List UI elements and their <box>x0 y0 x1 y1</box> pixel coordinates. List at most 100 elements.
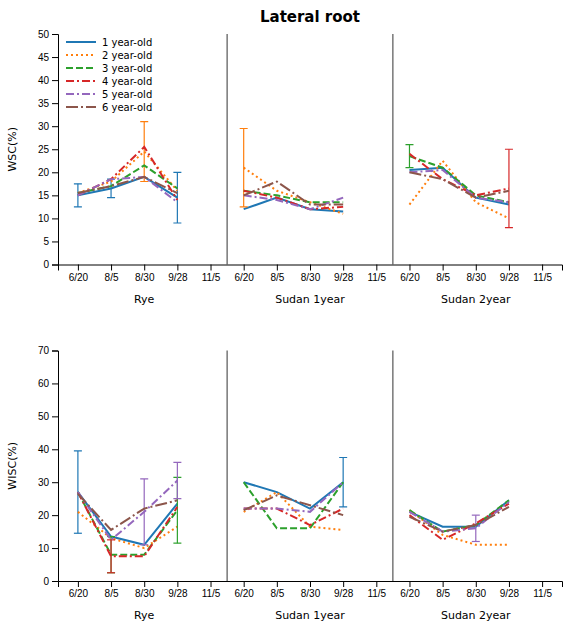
y-axis-title: WISC(%) <box>6 442 19 490</box>
y-tick-label: 30 <box>38 121 50 132</box>
error-bar-cap <box>140 478 148 479</box>
error-bar-cap <box>173 462 181 463</box>
y-tick-label: 10 <box>38 543 50 554</box>
error-bar <box>107 537 115 573</box>
error-bar-cap <box>173 498 181 499</box>
legend-swatch <box>66 67 96 69</box>
y-tick: 20 <box>38 510 58 521</box>
x-tick-mark <box>476 581 477 587</box>
y-tick-mark <box>52 482 58 483</box>
legend-item: 1 year-old <box>66 37 152 48</box>
y-tick-mark <box>52 383 58 384</box>
x-tick-label: 8/5 <box>436 588 450 599</box>
error-bar-cap <box>140 544 148 545</box>
x-tick-label: 8/5 <box>270 588 284 599</box>
error-bar <box>74 451 82 533</box>
y-tick-label: 5 <box>43 236 49 247</box>
x-tick-mark <box>277 265 278 271</box>
x-tick-label: 6/20 <box>69 272 89 283</box>
x-tick-mark <box>542 265 543 271</box>
y-tick: 30 <box>38 121 58 132</box>
error-bar-cap <box>472 541 480 542</box>
y-axis: 010203040506070 <box>38 345 59 587</box>
series-line <box>78 147 509 209</box>
x-tick-mark <box>409 265 410 271</box>
x-tick: 6/20 <box>234 265 254 283</box>
legend-swatch <box>66 54 96 56</box>
error-bar <box>107 179 115 197</box>
x-tick-label: 9/28 <box>168 272 188 283</box>
series-line <box>78 481 509 540</box>
x-tick-label: 9/28 <box>334 588 354 599</box>
x-tick: 11/5 <box>367 265 386 283</box>
error-bar-stem <box>177 172 178 223</box>
y-tick-mark <box>52 449 58 450</box>
x-tick-mark <box>409 581 410 587</box>
x-axis: 6/208/58/309/2811/56/208/58/309/2811/56/… <box>59 581 563 599</box>
legend-label: 6 year-old <box>102 102 152 113</box>
series-line <box>78 492 509 548</box>
section-label: Sudan 1year <box>275 609 345 622</box>
legend-swatch <box>66 93 96 95</box>
legend-item: 4 year-old <box>66 76 152 87</box>
x-tick: 9/28 <box>334 265 354 283</box>
y-tick-label: 45 <box>38 52 50 63</box>
x-tick-label: 6/20 <box>234 588 254 599</box>
x-tick: 6/20 <box>69 581 89 599</box>
section-label: Sudan 2year <box>441 609 511 622</box>
x-tick: 11/5 <box>533 581 552 599</box>
legend-label: 4 year-old <box>102 76 152 87</box>
x-tick-mark <box>211 581 212 587</box>
panel: 6/208/58/309/2811/56/208/58/309/2811/56/… <box>6 8 563 306</box>
y-tick: 30 <box>38 477 58 488</box>
x-tick-mark <box>277 581 278 587</box>
x-tick-mark <box>244 581 245 587</box>
y-tick: 20 <box>38 167 58 178</box>
y-tick: 60 <box>38 378 58 389</box>
x-tick: 11/5 <box>202 265 221 283</box>
error-bar-cap <box>74 450 82 451</box>
x-axis-line <box>59 265 563 271</box>
y-tick-mark <box>52 172 58 173</box>
chart-title: Lateral root <box>260 8 360 26</box>
x-tick-mark <box>443 265 444 271</box>
y-tick-label: 35 <box>38 98 50 109</box>
x-tick: 8/5 <box>436 581 450 599</box>
section-label: Sudan 2year <box>441 293 511 306</box>
y-tick-label: 0 <box>43 259 49 270</box>
section-divider <box>227 351 228 582</box>
y-tick-label: 0 <box>43 576 49 587</box>
x-tick-label: 8/5 <box>436 272 450 283</box>
x-tick-label: 9/28 <box>168 588 188 599</box>
section-label: Rye <box>134 609 155 622</box>
y-tick-label: 20 <box>38 167 50 178</box>
error-bar-cap <box>107 539 115 540</box>
error-bar-stem <box>110 540 111 573</box>
y-tick: 15 <box>38 190 58 201</box>
legend-item: 2 year-old <box>66 50 152 61</box>
x-tick: 6/20 <box>234 581 254 599</box>
marks <box>74 122 513 228</box>
x-tick-label: 11/5 <box>367 272 386 283</box>
x-tick-mark <box>343 265 344 271</box>
series-line <box>78 152 509 219</box>
x-tick-mark <box>376 581 377 587</box>
x-tick: 8/5 <box>105 265 119 283</box>
y-tick-label: 50 <box>38 29 50 40</box>
y-tick-label: 40 <box>38 75 50 86</box>
y-tick-label: 70 <box>38 345 50 356</box>
y-tick: 50 <box>38 29 58 40</box>
error-bar-stem <box>110 537 111 573</box>
x-tick-label: 8/30 <box>135 272 155 283</box>
error-bar <box>173 172 181 223</box>
series-line <box>78 492 509 556</box>
y-tick-mark <box>52 581 58 582</box>
x-tick-mark <box>244 265 245 271</box>
plot-area: 6/208/58/309/2811/56/208/58/309/2811/56/… <box>6 29 563 306</box>
error-bar <box>140 122 148 182</box>
x-tick-label: 8/5 <box>270 272 284 283</box>
legend: 1 year-old2 year-old3 year-old4 year-old… <box>66 37 152 113</box>
y-axis-line <box>52 35 59 266</box>
x-tick-label: 8/30 <box>301 588 321 599</box>
x-tick-mark <box>177 265 178 271</box>
